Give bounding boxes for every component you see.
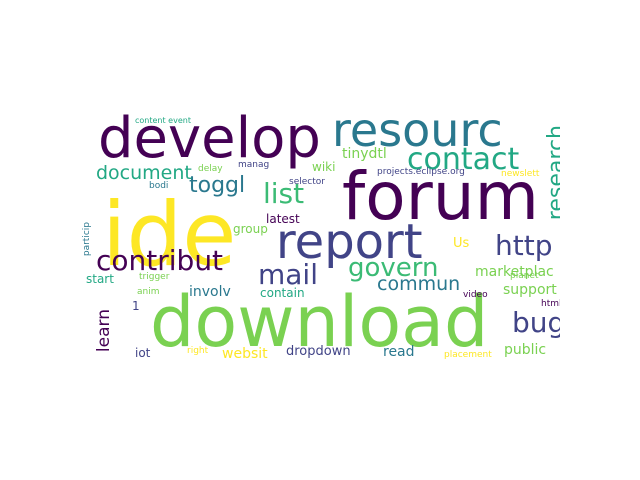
word-newslett: newslett [501,169,540,179]
word-report: report [276,214,423,270]
word-start: start [86,272,114,286]
word-http: http [495,229,553,262]
word-manag: manag [238,160,270,170]
word-selector: selector [289,177,325,187]
word-read: read [383,344,415,360]
word-right: right [187,346,209,356]
word-placement: placement [444,350,492,360]
word-support: support [503,282,557,298]
word-involv: involv [189,284,231,300]
word-dropdown: dropdown [286,344,351,359]
word-toggl: toggl [189,173,246,198]
word-wiki: wiki [312,160,336,174]
word-delay: delay [198,164,223,174]
word-develop: develop [98,106,321,171]
word-us: Us [453,236,470,251]
word-public: public [504,342,547,358]
word-govern: govern [348,253,439,283]
word-download: download [150,281,489,363]
word-bodi: bodi [149,181,169,191]
word-websit: websit [222,346,268,362]
word-contact: contact [407,142,520,177]
word-1: 1 [132,299,140,313]
word-tinydtl: tinydtl [342,146,387,162]
word-commun: commun [377,273,461,295]
word-video: video [463,290,488,300]
word-planet: planet [510,271,539,281]
word-ide: ide [102,183,237,286]
word-projects-eclipse-org: projects.eclipse.org [377,167,465,177]
word-iot: iot [135,346,151,360]
word-content-event: content event [135,116,191,125]
word-group: group [233,222,268,236]
word-bug: bug [512,306,560,339]
word-research: research [544,125,560,221]
word-learn: learn [94,309,114,353]
word-contain: contain [260,286,305,300]
word-particip: particip [82,222,92,257]
word-mail: mail [258,258,318,291]
word-html: html [541,299,560,309]
word-contribut: contribut [96,244,224,277]
word-cloud: download forum ide develop resourc repor… [80,105,560,373]
word-forum: forum [342,158,539,235]
word-anim: anim [137,287,160,297]
word-document: document [96,162,192,184]
word-resourc: resourc [332,105,503,157]
word-trigger: trigger [139,272,170,282]
word-list: list [263,177,305,210]
word-marketplac: marketplac [475,264,554,280]
word-latest: latest [266,212,300,226]
